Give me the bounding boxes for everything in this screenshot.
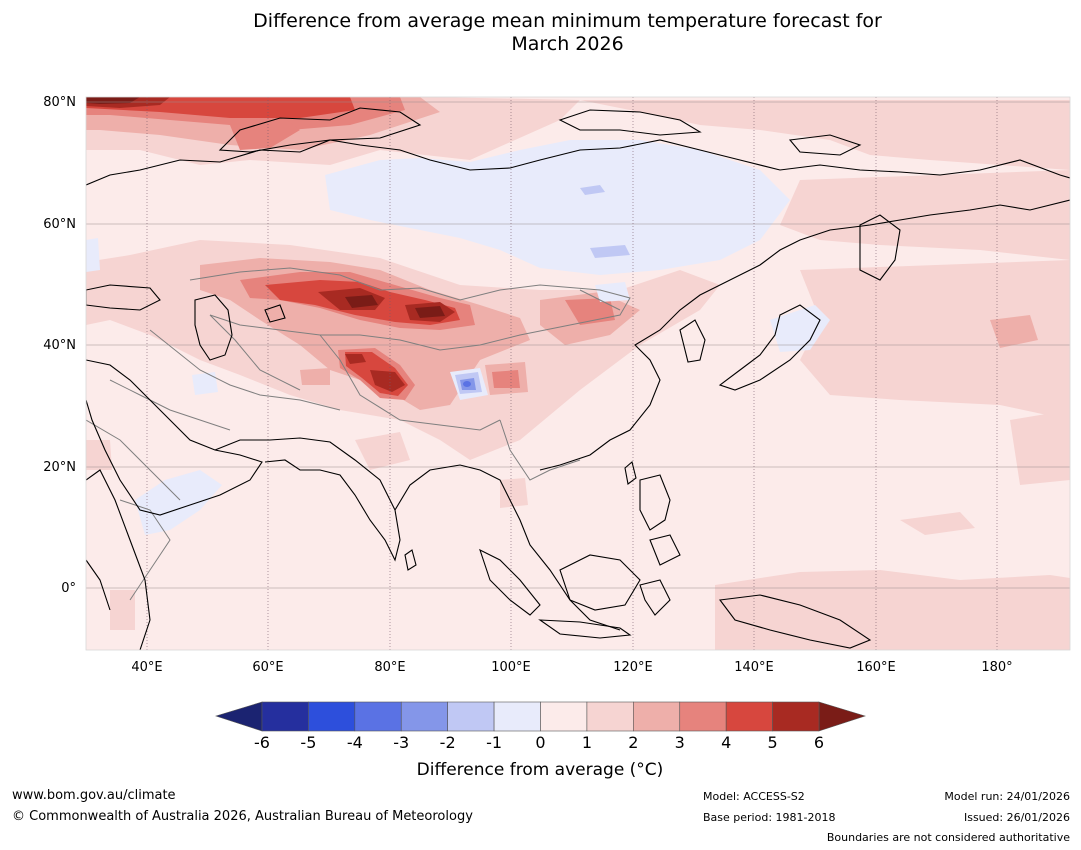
colorbar-tick-label: -3 (393, 733, 410, 752)
anomaly-1-2-regions (86, 97, 1070, 650)
lat-label-20n: 20°N (43, 460, 76, 475)
colorbar-tick-label: 4 (721, 733, 732, 752)
map-frame (85, 96, 1071, 651)
footer-model-run: Model run: 24/01/2026 (944, 790, 1070, 803)
colorbar-segment (354, 701, 402, 732)
lat-label-0: 0° (61, 581, 76, 596)
lon-label-100e: 100°E (491, 660, 531, 675)
colorbar-segment (493, 701, 541, 732)
colorbar-tick-label: -6 (254, 733, 270, 752)
anomaly-neg-3-4-regions (463, 381, 471, 387)
colorbar-segment (586, 701, 634, 732)
colorbar-tick-label: 1 (581, 733, 592, 752)
colorbar-segment (679, 701, 727, 732)
title-line-1: Difference from average mean minimum tem… (253, 10, 882, 32)
coastlines (86, 107, 1070, 650)
colorbar-under-triangle (215, 701, 263, 732)
colorbar-segment (261, 701, 309, 732)
colorbar-tick-label: 0 (535, 733, 546, 752)
footer-model: Model: ACCESS-S2 (703, 790, 805, 803)
footer-url[interactable]: www.bom.gov.au/climate (12, 788, 176, 803)
colorbar-segment (633, 701, 681, 732)
footer-base-period: Base period: 1981-2018 (703, 811, 836, 824)
lon-label-160e: 160°E (856, 660, 896, 675)
colorbar-segment (308, 701, 356, 732)
colorbar (215, 701, 866, 732)
country-borders (86, 267, 631, 601)
footer-disclaimer: Boundaries are not considered authoritat… (826, 831, 1070, 844)
colorbar-segment (540, 701, 588, 732)
lat-label-40n: 40°N (43, 338, 76, 353)
colorbar-segment (772, 701, 820, 732)
map-field (86, 97, 1070, 650)
lon-label-180: 180° (981, 660, 1013, 675)
colorbar-tick-label: 5 (767, 733, 778, 752)
colorbar-tick-label: 2 (628, 733, 639, 752)
colorbar-tick-label: -1 (486, 733, 503, 752)
colorbar-tick-label: 6 (813, 733, 825, 752)
footer-copyright: © Commonwealth of Australia 2026, Austra… (12, 809, 473, 824)
colorbar-tick-label: -4 (346, 733, 363, 752)
lon-label-40e: 40°E (131, 660, 163, 675)
colorbar-label: Difference from average (°C) (416, 760, 664, 780)
lat-label-80n: 80°N (43, 95, 76, 110)
title-line-2: March 2026 (511, 33, 624, 55)
lon-label-80e: 80°E (374, 660, 406, 675)
colorbar-over-triangle (818, 701, 866, 732)
colorbar-tick-label: -5 (300, 733, 317, 752)
map-title: Difference from average mean minimum tem… (0, 10, 1081, 56)
lat-label-60n: 60°N (43, 217, 76, 232)
latitude-gridlines (86, 101, 1070, 589)
lon-label-120e: 120°E (613, 660, 653, 675)
footer-issued: Issued: 26/01/2026 (963, 811, 1070, 824)
colorbar-segment (725, 701, 773, 732)
lon-label-140e: 140°E (734, 660, 774, 675)
colorbar-tick-label: 3 (674, 733, 685, 752)
colorbar-segment (447, 701, 495, 732)
colorbar-tick-label: -2 (439, 733, 456, 752)
colorbar-segment (400, 701, 448, 732)
lon-label-60e: 60°E (252, 660, 284, 675)
anomaly-over-6-regions (86, 97, 445, 318)
